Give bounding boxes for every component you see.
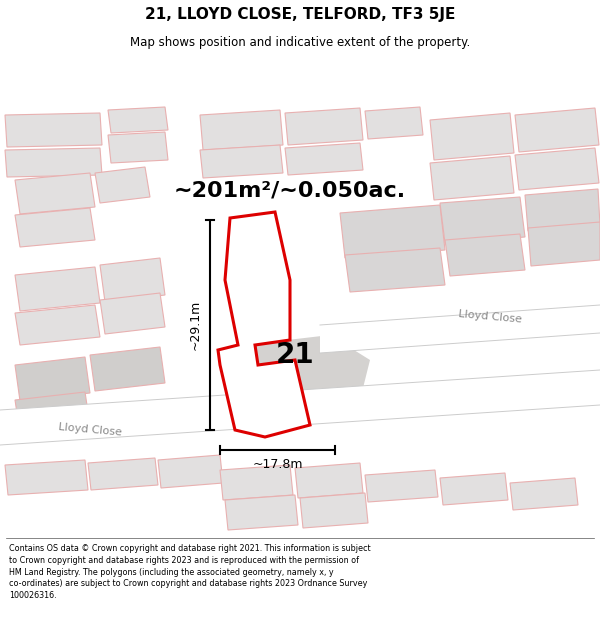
Polygon shape bbox=[200, 145, 283, 178]
Polygon shape bbox=[300, 493, 368, 528]
Polygon shape bbox=[5, 460, 88, 495]
Polygon shape bbox=[285, 108, 363, 145]
Polygon shape bbox=[95, 167, 150, 203]
Text: Contains OS data © Crown copyright and database right 2021. This information is : Contains OS data © Crown copyright and d… bbox=[9, 544, 371, 600]
Polygon shape bbox=[0, 370, 600, 445]
Polygon shape bbox=[100, 293, 165, 334]
Polygon shape bbox=[5, 113, 102, 147]
Polygon shape bbox=[88, 458, 158, 490]
Polygon shape bbox=[365, 107, 423, 139]
Polygon shape bbox=[15, 208, 95, 247]
Polygon shape bbox=[525, 189, 600, 231]
Polygon shape bbox=[90, 347, 165, 391]
Polygon shape bbox=[158, 455, 223, 488]
Polygon shape bbox=[320, 305, 600, 353]
Text: Lloyd Close: Lloyd Close bbox=[458, 309, 522, 325]
Polygon shape bbox=[200, 110, 283, 150]
Polygon shape bbox=[285, 143, 363, 175]
Polygon shape bbox=[515, 108, 599, 152]
Polygon shape bbox=[225, 495, 298, 530]
Polygon shape bbox=[15, 392, 90, 433]
Polygon shape bbox=[108, 107, 168, 133]
Polygon shape bbox=[100, 258, 165, 302]
Text: ~29.1m: ~29.1m bbox=[189, 300, 202, 350]
Polygon shape bbox=[218, 212, 310, 437]
Text: ~201m²/~0.050ac.: ~201m²/~0.050ac. bbox=[174, 180, 406, 200]
Text: Map shows position and indicative extent of the property.: Map shows position and indicative extent… bbox=[130, 36, 470, 49]
Polygon shape bbox=[345, 248, 445, 292]
Polygon shape bbox=[510, 478, 578, 510]
Polygon shape bbox=[340, 205, 445, 258]
Polygon shape bbox=[440, 473, 508, 505]
Text: ~17.8m: ~17.8m bbox=[252, 458, 303, 471]
Polygon shape bbox=[430, 156, 514, 200]
Polygon shape bbox=[15, 357, 90, 401]
Polygon shape bbox=[528, 222, 600, 266]
Polygon shape bbox=[515, 148, 599, 190]
Polygon shape bbox=[108, 132, 168, 163]
Polygon shape bbox=[15, 173, 95, 214]
Text: 21: 21 bbox=[275, 341, 314, 369]
Polygon shape bbox=[15, 267, 100, 311]
Polygon shape bbox=[440, 197, 525, 243]
Polygon shape bbox=[15, 305, 100, 345]
Polygon shape bbox=[445, 234, 525, 276]
Text: 21, LLOYD CLOSE, TELFORD, TF3 5JE: 21, LLOYD CLOSE, TELFORD, TF3 5JE bbox=[145, 8, 455, 22]
Text: Lloyd Close: Lloyd Close bbox=[58, 422, 122, 437]
Polygon shape bbox=[245, 335, 370, 410]
Polygon shape bbox=[220, 465, 293, 500]
Polygon shape bbox=[5, 148, 102, 177]
Polygon shape bbox=[295, 463, 363, 498]
Polygon shape bbox=[365, 470, 438, 502]
Polygon shape bbox=[430, 113, 514, 160]
